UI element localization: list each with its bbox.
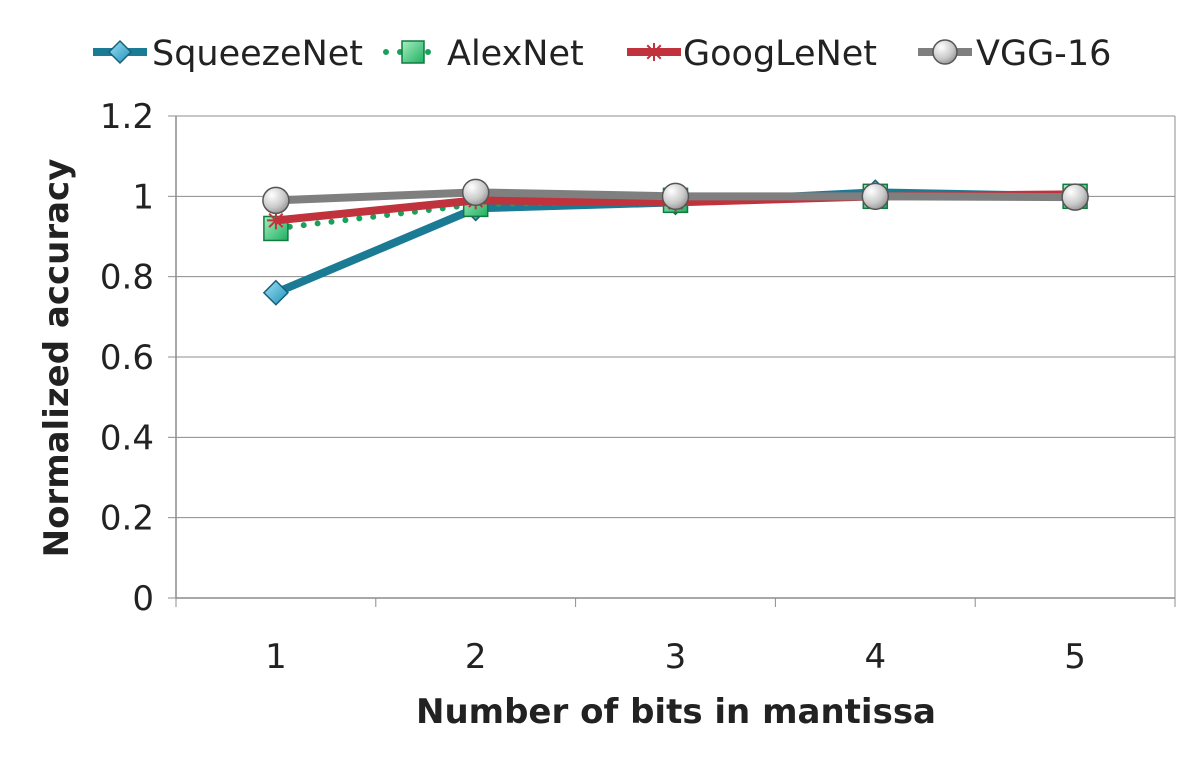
point-marker — [262, 186, 290, 215]
y-tick-label: 1 — [132, 177, 154, 217]
y-tick-label: 1.2 — [100, 97, 154, 137]
point-marker — [262, 279, 289, 306]
y-tick-label: 0 — [132, 579, 154, 619]
legend-item: GoogLeNet — [627, 34, 877, 74]
legend-label: SqueezeNet — [152, 34, 363, 74]
legend-item: VGG-16 — [918, 34, 1111, 74]
legend: SqueezeNet AlexNet GoogLeNet VGG-16 — [93, 34, 1111, 74]
series-layer — [262, 178, 1089, 306]
y-axis-title: Normalized accuracy — [37, 159, 77, 558]
series-vgg-16 — [262, 178, 1089, 215]
point-marker — [861, 182, 890, 211]
legend-item: AlexNet — [383, 34, 584, 74]
point-marker — [645, 43, 663, 61]
point-marker — [1061, 183, 1089, 211]
gridlines — [176, 115, 1175, 519]
y-tick-label: 0.2 — [100, 499, 154, 539]
legend-item: SqueezeNet — [93, 34, 363, 74]
legend-label: GoogLeNet — [683, 34, 877, 74]
x-axis-ticks: 1 2 3 4 5 — [175, 598, 1176, 677]
y-axis-ticks: 0 0.2 0.4 0.6 0.8 1 1.2 — [100, 97, 176, 619]
legend-label: VGG-16 — [976, 34, 1111, 74]
y-tick-label: 0.6 — [100, 338, 154, 378]
point-marker — [266, 211, 285, 230]
x-axis-title: Number of bits in mantissa — [416, 692, 936, 732]
legend-label: AlexNet — [447, 34, 584, 74]
y-tick-label: 0.4 — [100, 418, 154, 458]
x-tick-label: 4 — [864, 637, 886, 677]
y-tick-label: 0.8 — [100, 258, 154, 298]
x-tick-label: 1 — [265, 637, 287, 677]
point-marker — [107, 39, 133, 65]
point-marker — [932, 39, 958, 65]
point-marker — [661, 182, 690, 211]
point-marker — [461, 178, 490, 207]
point-marker — [401, 40, 425, 64]
x-tick-label: 3 — [665, 637, 687, 677]
x-tick-label: 5 — [1064, 637, 1086, 677]
x-tick-label: 2 — [465, 637, 487, 677]
